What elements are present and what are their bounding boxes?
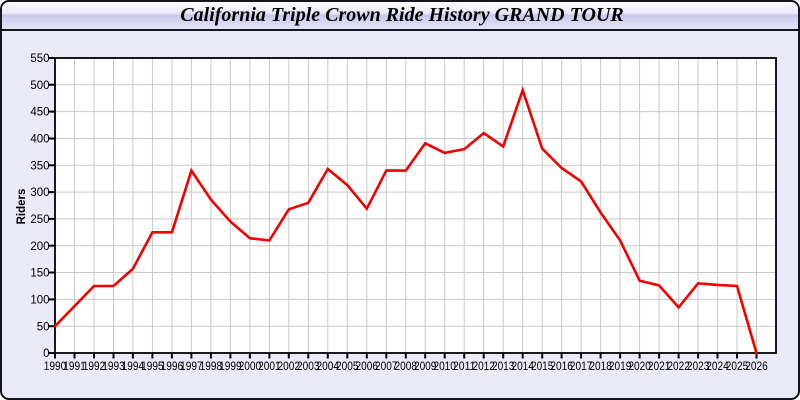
svg-text:1991: 1991 — [63, 359, 86, 373]
svg-text:1995: 1995 — [141, 359, 164, 373]
svg-text:2016: 2016 — [550, 359, 573, 373]
svg-text:2010: 2010 — [433, 359, 456, 373]
svg-text:2026: 2026 — [745, 359, 768, 373]
svg-text:1990: 1990 — [44, 359, 67, 373]
svg-text:2018: 2018 — [589, 359, 612, 373]
svg-text:2025: 2025 — [726, 359, 749, 373]
svg-text:2021: 2021 — [648, 359, 671, 373]
svg-text:2003: 2003 — [297, 359, 320, 373]
svg-text:300: 300 — [30, 187, 49, 199]
svg-text:2000: 2000 — [239, 359, 262, 373]
svg-text:1999: 1999 — [219, 359, 242, 373]
svg-text:2022: 2022 — [667, 359, 690, 373]
svg-text:250: 250 — [30, 214, 49, 226]
svg-text:100: 100 — [30, 295, 49, 307]
svg-text:1997: 1997 — [180, 359, 203, 373]
svg-text:Riders: Riders — [16, 189, 28, 225]
svg-text:450: 450 — [30, 107, 49, 119]
svg-text:50: 50 — [37, 321, 50, 333]
svg-text:2007: 2007 — [375, 359, 398, 373]
svg-text:550: 550 — [30, 53, 49, 65]
svg-text:2020: 2020 — [628, 359, 651, 373]
svg-text:2019: 2019 — [609, 359, 632, 373]
svg-text:200: 200 — [30, 241, 49, 253]
svg-text:1996: 1996 — [161, 359, 184, 373]
svg-text:2015: 2015 — [531, 359, 554, 373]
svg-text:2008: 2008 — [395, 359, 418, 373]
svg-text:2012: 2012 — [472, 359, 495, 373]
svg-text:2011: 2011 — [453, 359, 476, 373]
svg-text:500: 500 — [30, 80, 49, 92]
svg-text:2006: 2006 — [356, 359, 379, 373]
svg-text:2013: 2013 — [492, 359, 515, 373]
svg-text:2004: 2004 — [317, 359, 340, 373]
svg-text:350: 350 — [30, 160, 49, 172]
svg-text:2014: 2014 — [511, 359, 534, 373]
svg-text:1993: 1993 — [102, 359, 125, 373]
svg-text:2017: 2017 — [570, 359, 593, 373]
svg-text:1992: 1992 — [83, 359, 106, 373]
svg-text:150: 150 — [30, 268, 49, 280]
svg-text:2009: 2009 — [414, 359, 437, 373]
svg-text:2005: 2005 — [336, 359, 359, 373]
svg-text:2024: 2024 — [706, 359, 729, 373]
svg-text:2023: 2023 — [687, 359, 710, 373]
svg-text:1994: 1994 — [122, 359, 145, 373]
svg-text:2001: 2001 — [258, 359, 281, 373]
svg-text:1998: 1998 — [200, 359, 223, 373]
svg-text:0: 0 — [43, 348, 49, 360]
svg-text:400: 400 — [30, 134, 49, 146]
svg-text:2002: 2002 — [278, 359, 301, 373]
